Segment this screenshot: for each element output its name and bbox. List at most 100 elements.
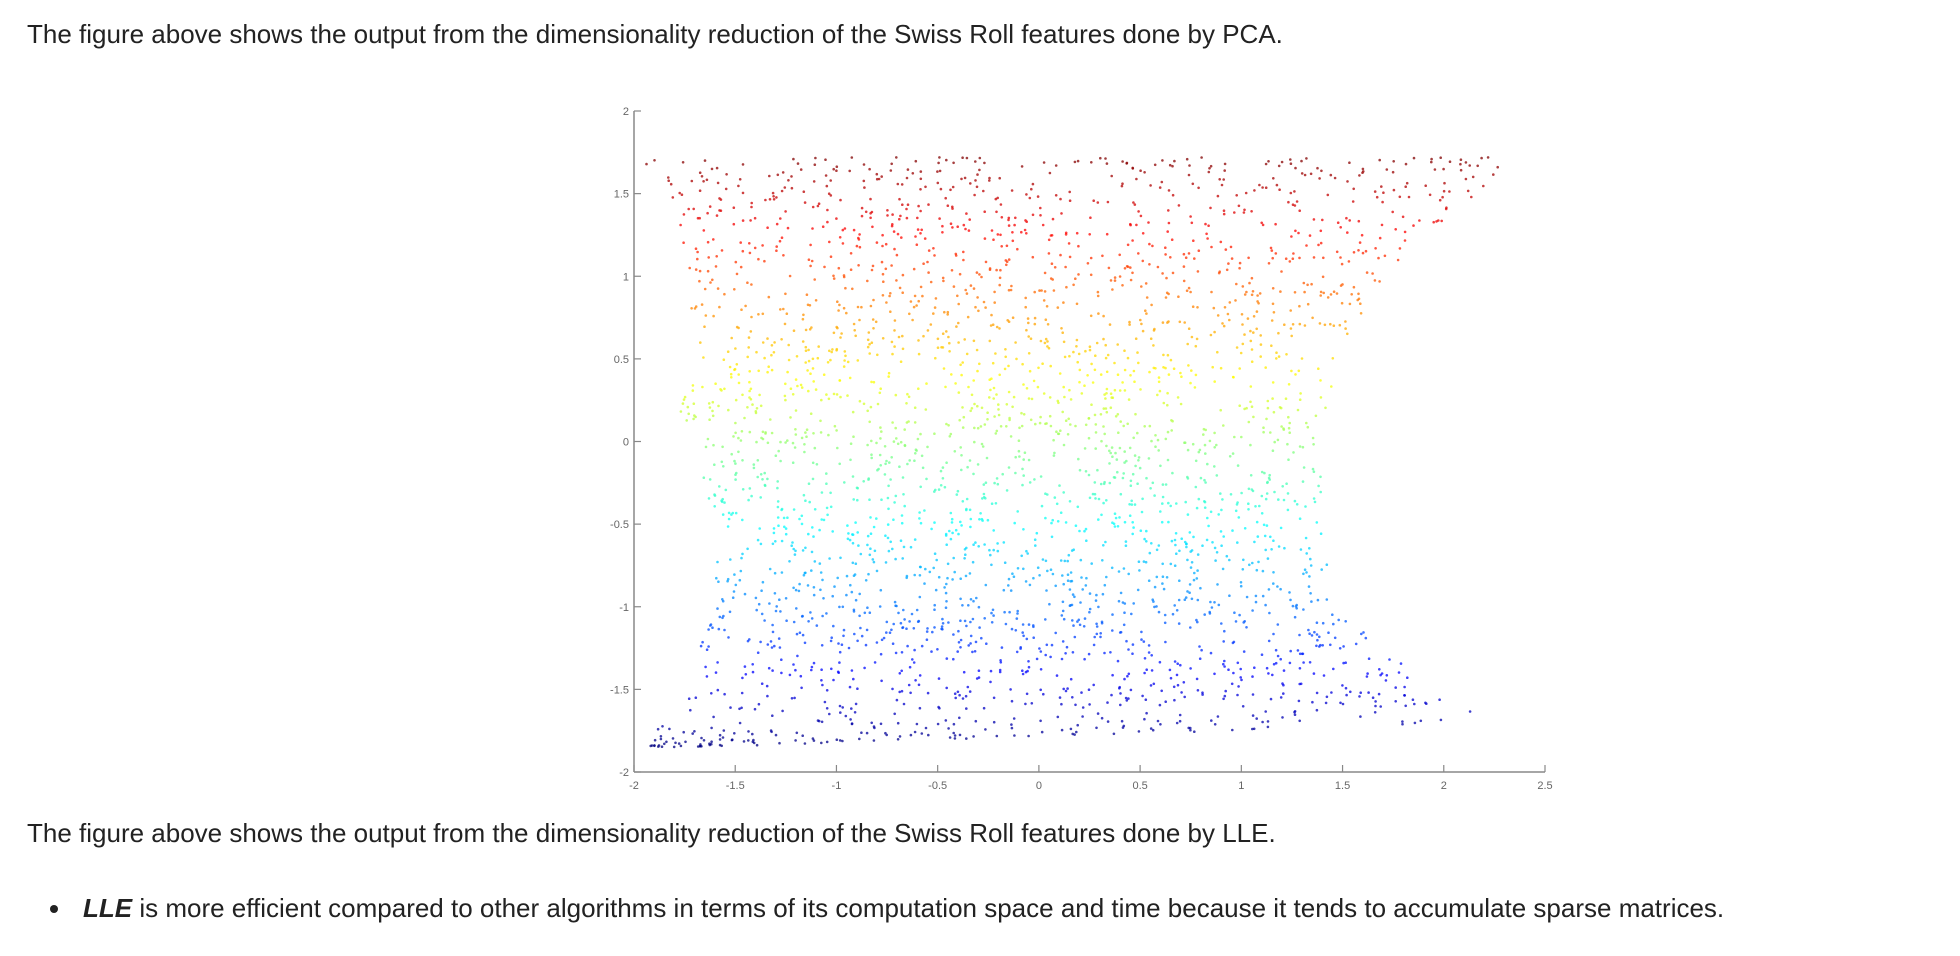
scatter-point [1223, 665, 1226, 668]
scatter-point [1074, 424, 1077, 428]
scatter-point [792, 620, 796, 624]
scatter-point [813, 446, 817, 450]
scatter-point [1201, 691, 1204, 694]
scatter-point [1151, 244, 1154, 248]
scatter-point [1310, 282, 1313, 286]
scatter-point [1166, 391, 1169, 395]
scatter-point [746, 406, 749, 409]
scatter-point [1025, 232, 1028, 235]
scatter-point [803, 443, 806, 446]
scatter-point [839, 711, 842, 714]
scatter-point [1039, 650, 1043, 653]
scatter-point [825, 740, 829, 744]
scatter-point [1183, 695, 1186, 699]
scatter-point [1162, 401, 1166, 405]
scatter-point [1054, 164, 1058, 167]
scatter-point [1127, 572, 1130, 576]
scatter-point [1003, 610, 1006, 614]
scatter-point [772, 531, 776, 535]
scatter-point [698, 189, 702, 192]
scatter-point [1154, 445, 1157, 449]
scatter-point [851, 475, 855, 478]
scatter-point [720, 460, 724, 464]
scatter-point [1055, 674, 1059, 677]
scatter-point [1066, 579, 1070, 582]
scatter-point [905, 576, 908, 580]
scatter-point [1289, 162, 1293, 165]
scatter-point [945, 657, 949, 660]
scatter-point [1281, 485, 1284, 488]
scatter-point [1027, 458, 1031, 462]
scatter-point [775, 196, 778, 199]
scatter-point [936, 181, 940, 185]
scatter-point [933, 626, 936, 629]
scatter-point [1232, 671, 1235, 675]
scatter-point [1064, 521, 1068, 524]
scatter-point [1007, 216, 1011, 220]
scatter-point [1139, 214, 1143, 218]
scatter-point [1189, 290, 1192, 294]
scatter-point [1164, 253, 1167, 256]
scatter-point [1097, 518, 1100, 521]
scatter-point [723, 501, 726, 504]
scatter-point [1293, 291, 1297, 294]
scatter-point [865, 731, 869, 735]
scatter-point [862, 179, 866, 183]
scatter-point [998, 668, 1002, 672]
scatter-point [1360, 632, 1363, 636]
chart-axes: -2 -1.5 -1 -0.5 0 0.5 1 1.5 2 2.5-2-1.5-1-0.500.5… [610, 106, 1553, 792]
scatter-point [952, 161, 955, 165]
scatter-point [1116, 470, 1119, 474]
scatter-point [963, 176, 967, 180]
scatter-point [832, 624, 835, 628]
scatter-point [1009, 589, 1013, 592]
scatter-point [1208, 610, 1211, 614]
scatter-point [1276, 623, 1280, 626]
scatter-point [991, 608, 995, 612]
scatter-point [1088, 233, 1091, 236]
scatter-point [931, 630, 934, 634]
scatter-point [766, 643, 770, 646]
scatter-point [971, 560, 975, 564]
scatter-point [1178, 320, 1182, 324]
scatter-point [1335, 250, 1339, 254]
scatter-point [925, 638, 929, 641]
scatter-point [1054, 631, 1057, 635]
scatter-point [814, 299, 818, 302]
scatter-point [964, 574, 968, 578]
scatter-point [918, 674, 922, 677]
scatter-point [918, 574, 922, 577]
scatter-point [747, 498, 750, 502]
scatter-point [811, 477, 815, 481]
scatter-point [1132, 201, 1135, 204]
scatter-point [1310, 600, 1313, 603]
scatter-point [1174, 532, 1178, 535]
scatter-point [933, 603, 936, 607]
scatter-point [1359, 691, 1362, 694]
scatter-point [810, 550, 814, 554]
scatter-point [825, 393, 828, 396]
scatter-point [1275, 357, 1278, 360]
scatter-point [1305, 244, 1308, 247]
scatter-point [1061, 574, 1064, 577]
scatter-point [1298, 517, 1302, 520]
scatter-point [1230, 257, 1234, 260]
scatter-point [730, 376, 733, 379]
scatter-point [1309, 172, 1313, 176]
scatter-point [1010, 723, 1013, 726]
scatter-point [1289, 649, 1292, 653]
scatter-point [1104, 356, 1108, 360]
scatter-point [679, 410, 683, 413]
scatter-point [763, 484, 767, 488]
scatter-point [701, 640, 704, 644]
scatter-point [707, 645, 710, 648]
scatter-point [1330, 691, 1333, 694]
scatter-point [1261, 720, 1264, 724]
scatter-point [1298, 256, 1301, 260]
scatter-point [812, 593, 816, 597]
scatter-point [1275, 183, 1279, 187]
scatter-point [919, 232, 922, 235]
scatter-point [1019, 647, 1022, 650]
scatter-point [1174, 543, 1177, 547]
scatter-point [1007, 224, 1011, 227]
